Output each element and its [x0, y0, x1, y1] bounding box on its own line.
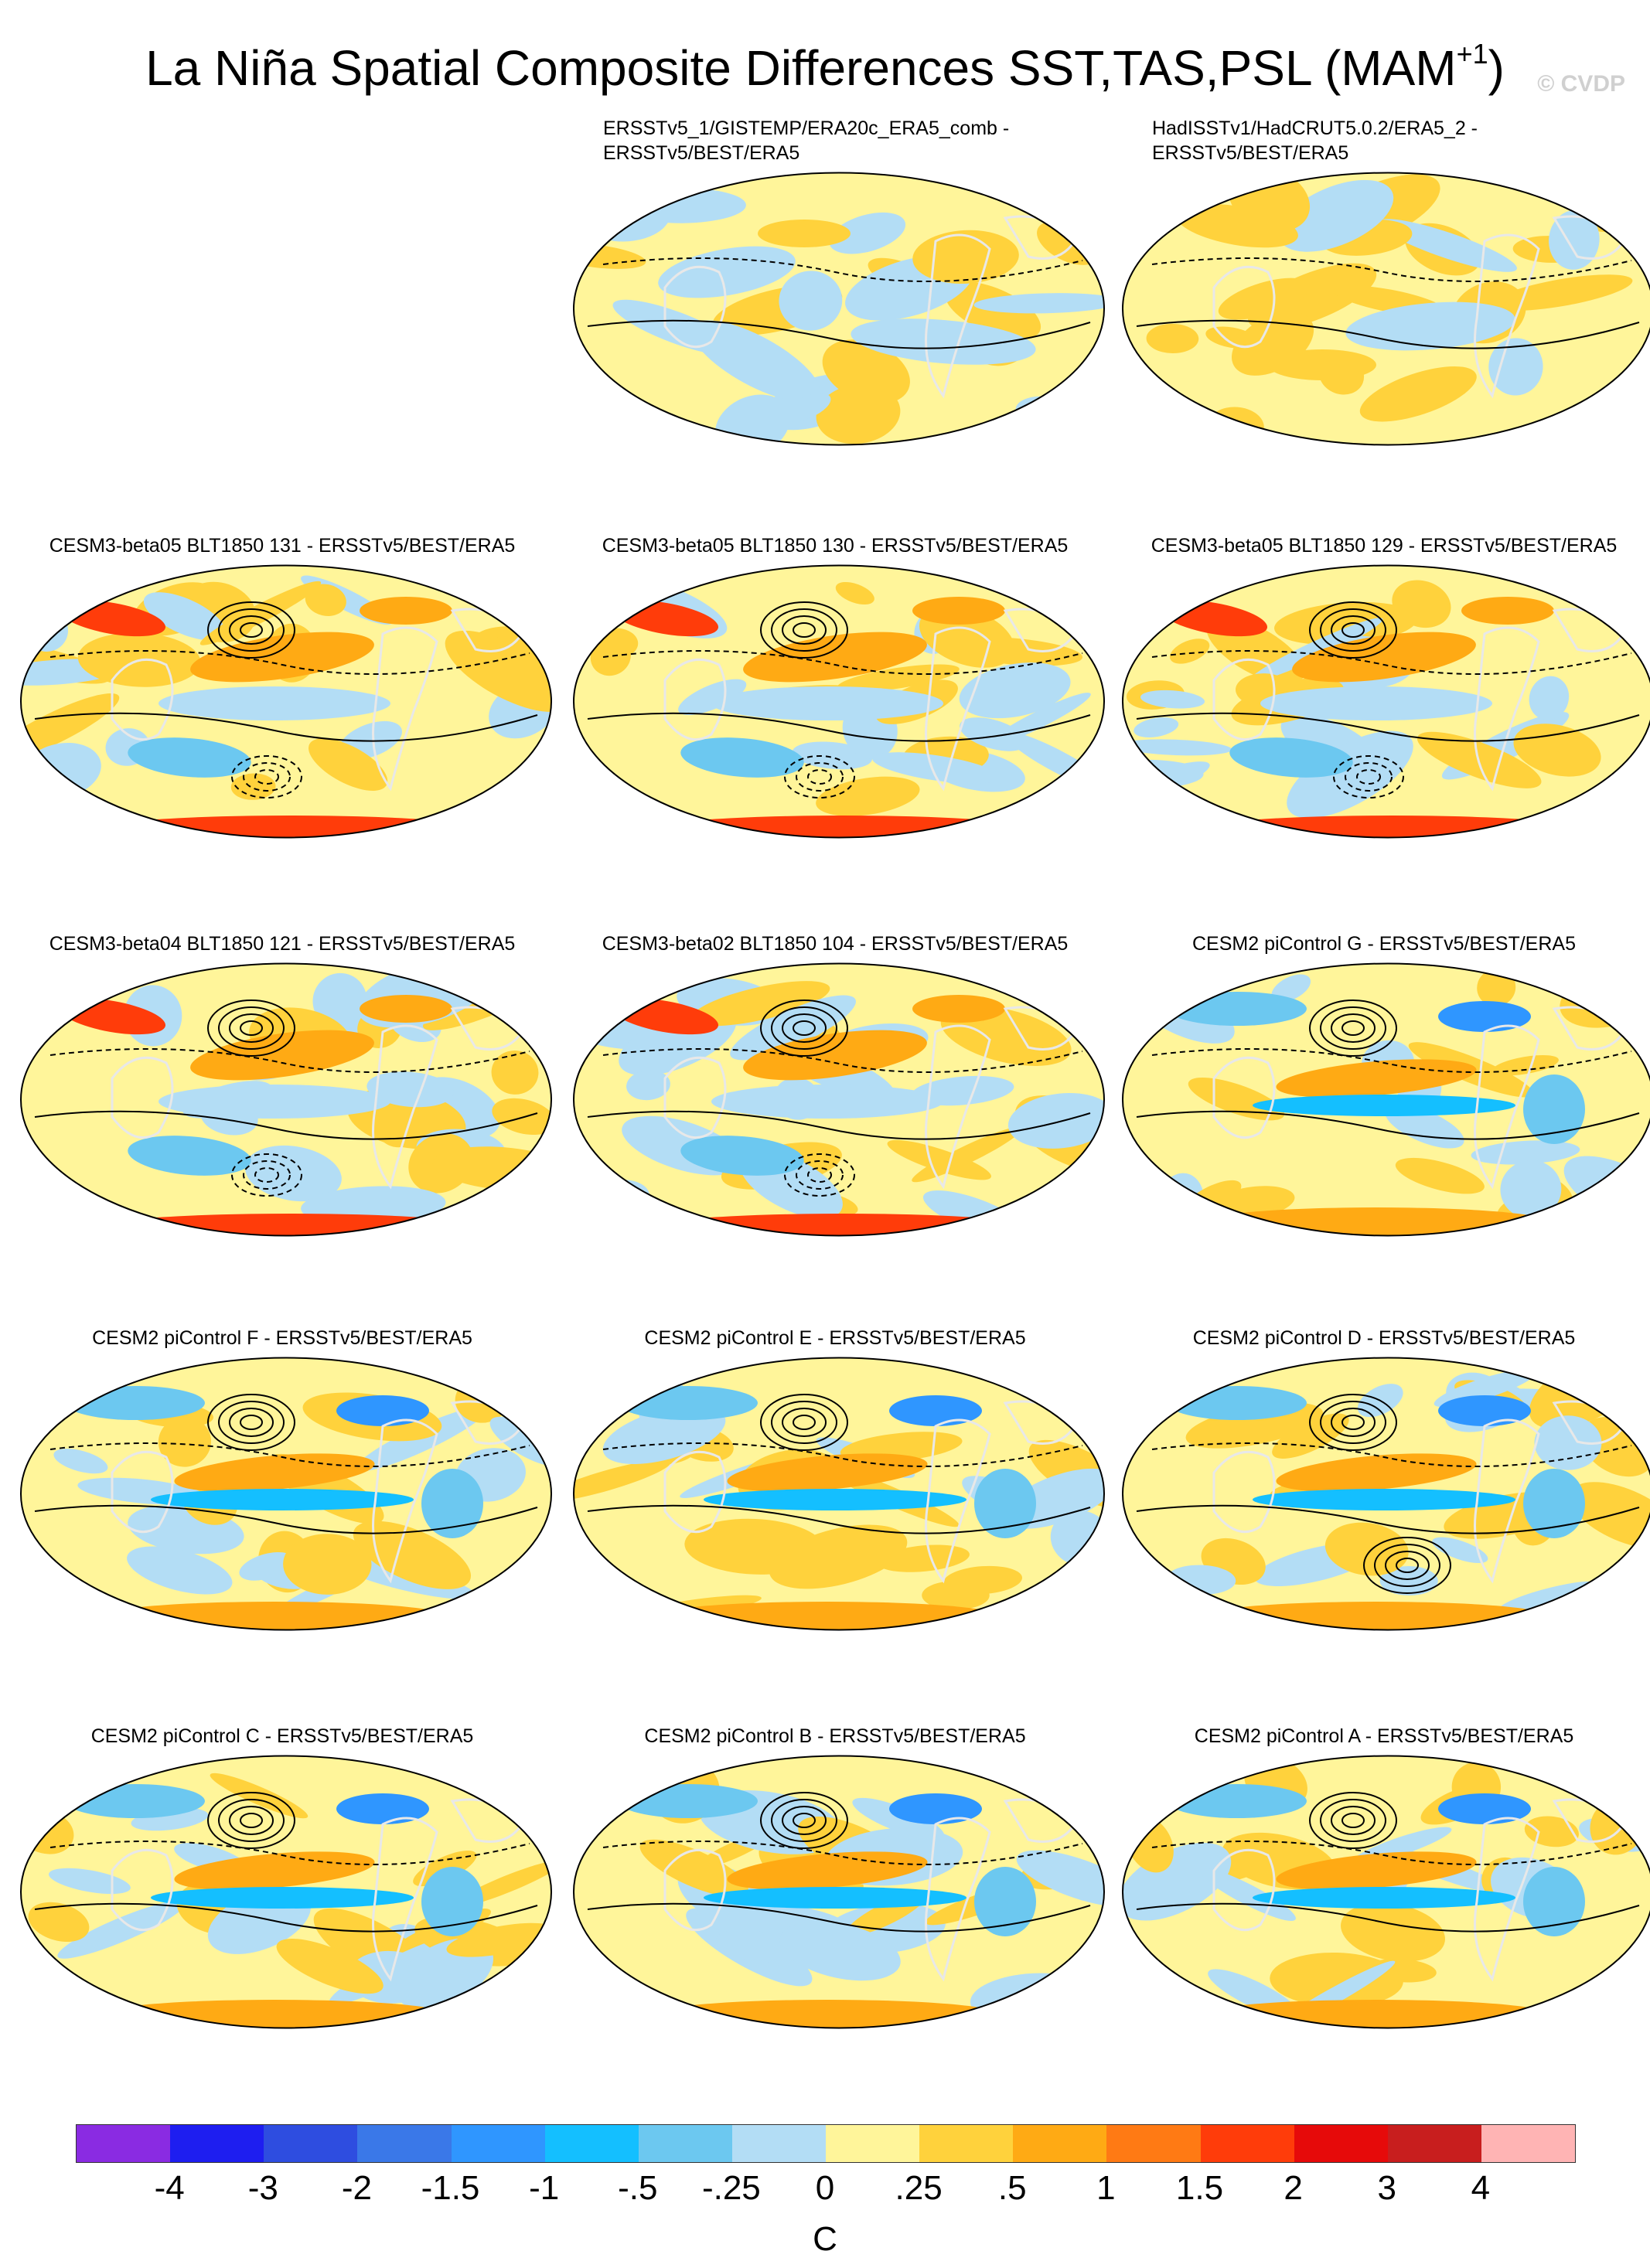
- panel-title-line1: CESM2 piControl A - ERSSTv5/BEST/ERA5: [1194, 1725, 1574, 1747]
- map-panel: CESM2 piControl C - ERSSTv5/BEST/ERA5: [12, 1724, 553, 2126]
- map-panel: CESM2 piControl F - ERSSTv5/BEST/ERA5: [12, 1326, 553, 1728]
- anomaly-map: [572, 962, 1106, 1241]
- panel-title-line1: CESM2 piControl C - ERSSTv5/BEST/ERA5: [90, 1725, 474, 1747]
- colorbar-swatch: [1387, 2125, 1481, 2162]
- colorbar-swatch: [357, 2125, 452, 2162]
- colorbar-swatch: [1106, 2125, 1201, 2162]
- anomaly-map: [19, 962, 553, 1241]
- panel-title: CESM3-beta04 BLT1850 121 - ERSSTv5/BEST/…: [12, 931, 553, 956]
- colorbar-swatch: [451, 2125, 545, 2162]
- colorbar-swatch: [1013, 2125, 1107, 2162]
- anomaly-map: [572, 1755, 1106, 2033]
- colorbar-tick: -1: [529, 2169, 560, 2207]
- panel-title-line1: CESM2 piControl G - ERSSTv5/BEST/ERA5: [1192, 933, 1576, 955]
- colorbar-swatch: [264, 2125, 358, 2162]
- panel-title: CESM2 piControl C - ERSSTv5/BEST/ERA5: [12, 1724, 553, 1749]
- panel-title-line1: CESM2 piControl B - ERSSTv5/BEST/ERA5: [644, 1725, 1026, 1747]
- panel-title-line1: CESM3-beta02 BLT1850 104 - ERSSTv5/BEST/…: [602, 933, 1069, 955]
- panel-title: CESM3-beta05 BLT1850 130 - ERSSTv5/BEST/…: [564, 533, 1106, 558]
- map-panel: CESM2 piControl G - ERSSTv5/BEST/ERA5: [1113, 931, 1650, 1333]
- colorbar-tick: 1: [1096, 2169, 1116, 2207]
- colorbar-unit-label: C: [813, 2220, 837, 2258]
- map-panel: ERSSTv5_1/GISTEMP/ERA20c_ERA5_comb - ERSS…: [564, 116, 1106, 518]
- panel-title: CESM2 piControl G - ERSSTv5/BEST/ERA5: [1113, 931, 1650, 956]
- panel-title-line1: CESM3-beta04 BLT1850 121 - ERSSTv5/BEST/…: [49, 933, 516, 955]
- map-panel: CESM2 piControl B - ERSSTv5/BEST/ERA5: [564, 1724, 1106, 2126]
- map-panel: CESM3-beta05 BLT1850 129 - ERSSTv5/BEST/…: [1113, 533, 1650, 935]
- anomaly-map: [19, 564, 553, 843]
- anomaly-map: [1121, 962, 1650, 1241]
- panel-title-line1: CESM2 piControl D - ERSSTv5/BEST/ERA5: [1192, 1327, 1576, 1349]
- colorbar-swatch: [1200, 2125, 1294, 2162]
- colorbar-swatch: [638, 2125, 732, 2162]
- colorbar-swatch: [170, 2125, 264, 2162]
- panel-title-line2: ERSSTv5/BEST/ERA5: [1152, 142, 1349, 164]
- panel-title-line1: CESM3-beta05 BLT1850 130 - ERSSTv5/BEST/…: [602, 535, 1069, 557]
- anomaly-map: [572, 564, 1106, 843]
- panel-title-line1: CESM2 piControl E - ERSSTv5/BEST/ERA5: [644, 1327, 1026, 1349]
- anomaly-map: [572, 172, 1106, 450]
- panel-title-line1: CESM3-beta05 BLT1850 131 - ERSSTv5/BEST/…: [49, 535, 516, 557]
- panel-title: CESM2 piControl A - ERSSTv5/BEST/ERA5: [1113, 1724, 1650, 1749]
- colorbar-tick: .5: [997, 2169, 1027, 2207]
- colorbar-swatch: [544, 2125, 639, 2162]
- colorbar-tick: 1.5: [1175, 2169, 1224, 2207]
- colorbar-tick: 2: [1284, 2169, 1303, 2207]
- colorbar-tick: -.5: [618, 2169, 658, 2207]
- colorbar-swatch: [1294, 2125, 1388, 2162]
- anomaly-map: [1121, 564, 1650, 843]
- panel-title: CESM2 piControl B - ERSSTv5/BEST/ERA5: [564, 1724, 1106, 1749]
- colorbar-tick: -1.5: [421, 2169, 480, 2207]
- panel-title-line1: HadISSTv1/HadCRUT5.0.2/ERA5_2 -: [1152, 117, 1478, 139]
- panel-title: HadISSTv1/HadCRUT5.0.2/ERA5_2 - ERSSTv5/B…: [1113, 116, 1650, 165]
- panel-title-line2: ERSSTv5/BEST/ERA5: [603, 142, 800, 164]
- panel-title: CESM3-beta05 BLT1850 131 - ERSSTv5/BEST/…: [12, 533, 553, 558]
- colorbar-swatch: [731, 2125, 826, 2162]
- map-panel: CESM2 piControl A - ERSSTv5/BEST/ERA5: [1113, 1724, 1650, 2126]
- panel-title: ERSSTv5_1/GISTEMP/ERA20c_ERA5_comb - ERSS…: [564, 116, 1106, 165]
- colorbar-tick: 4: [1471, 2169, 1491, 2207]
- figure-title: La Niña Spatial Composite Differences SS…: [145, 38, 1505, 96]
- panel-title: CESM3-beta02 BLT1850 104 - ERSSTv5/BEST/…: [564, 931, 1106, 956]
- panel-title-line1: CESM2 piControl F - ERSSTv5/BEST/ERA5: [92, 1327, 472, 1349]
- map-panel: CESM3-beta04 BLT1850 121 - ERSSTv5/BEST/…: [12, 931, 553, 1333]
- colorbar: [76, 2124, 1576, 2163]
- map-panel: HadISSTv1/HadCRUT5.0.2/ERA5_2 - ERSSTv5/B…: [1113, 116, 1650, 518]
- panel-title: CESM2 piControl F - ERSSTv5/BEST/ERA5: [12, 1326, 553, 1350]
- colorbar-swatch: [77, 2125, 171, 2162]
- panel-title-line1: CESM3-beta05 BLT1850 129 - ERSSTv5/BEST/…: [1151, 535, 1618, 557]
- colorbar-tick: -3: [247, 2169, 278, 2207]
- panel-title: CESM2 piControl E - ERSSTv5/BEST/ERA5: [564, 1326, 1106, 1350]
- panel-title: CESM2 piControl D - ERSSTv5/BEST/ERA5: [1113, 1326, 1650, 1350]
- map-panel: CESM3-beta05 BLT1850 131 - ERSSTv5/BEST/…: [12, 533, 553, 935]
- colorbar-tick: -.25: [701, 2169, 761, 2207]
- anomaly-map: [572, 1357, 1106, 1635]
- map-panel: CESM3-beta02 BLT1850 104 - ERSSTv5/BEST/…: [564, 931, 1106, 1333]
- anomaly-map: [19, 1755, 553, 2033]
- colorbar-tick: -4: [154, 2169, 185, 2207]
- colorbar-tick: 0: [815, 2169, 835, 2207]
- anomaly-map: [1121, 1755, 1650, 2033]
- colorbar-swatch: [826, 2125, 920, 2162]
- anomaly-map: [1121, 1357, 1650, 1635]
- anomaly-map: [1121, 172, 1650, 450]
- colorbar-tick: -2: [341, 2169, 372, 2207]
- colorbar-tick: 3: [1377, 2169, 1396, 2207]
- colorbar-swatch: [1481, 2125, 1575, 2162]
- map-panel: CESM2 piControl D - ERSSTv5/BEST/ERA5: [1113, 1326, 1650, 1728]
- colorbar-swatch: [919, 2125, 1014, 2162]
- colorbar-tick: .25: [895, 2169, 943, 2207]
- panel-title: CESM3-beta05 BLT1850 129 - ERSSTv5/BEST/…: [1113, 533, 1650, 558]
- anomaly-map: [19, 1357, 553, 1635]
- map-panel: CESM3-beta05 BLT1850 130 - ERSSTv5/BEST/…: [564, 533, 1106, 935]
- map-panel: CESM2 piControl E - ERSSTv5/BEST/ERA5: [564, 1326, 1106, 1728]
- panel-title-line1: ERSSTv5_1/GISTEMP/ERA20c_ERA5_comb -: [603, 117, 1010, 139]
- cvdp-watermark: © CVDP: [1537, 71, 1625, 97]
